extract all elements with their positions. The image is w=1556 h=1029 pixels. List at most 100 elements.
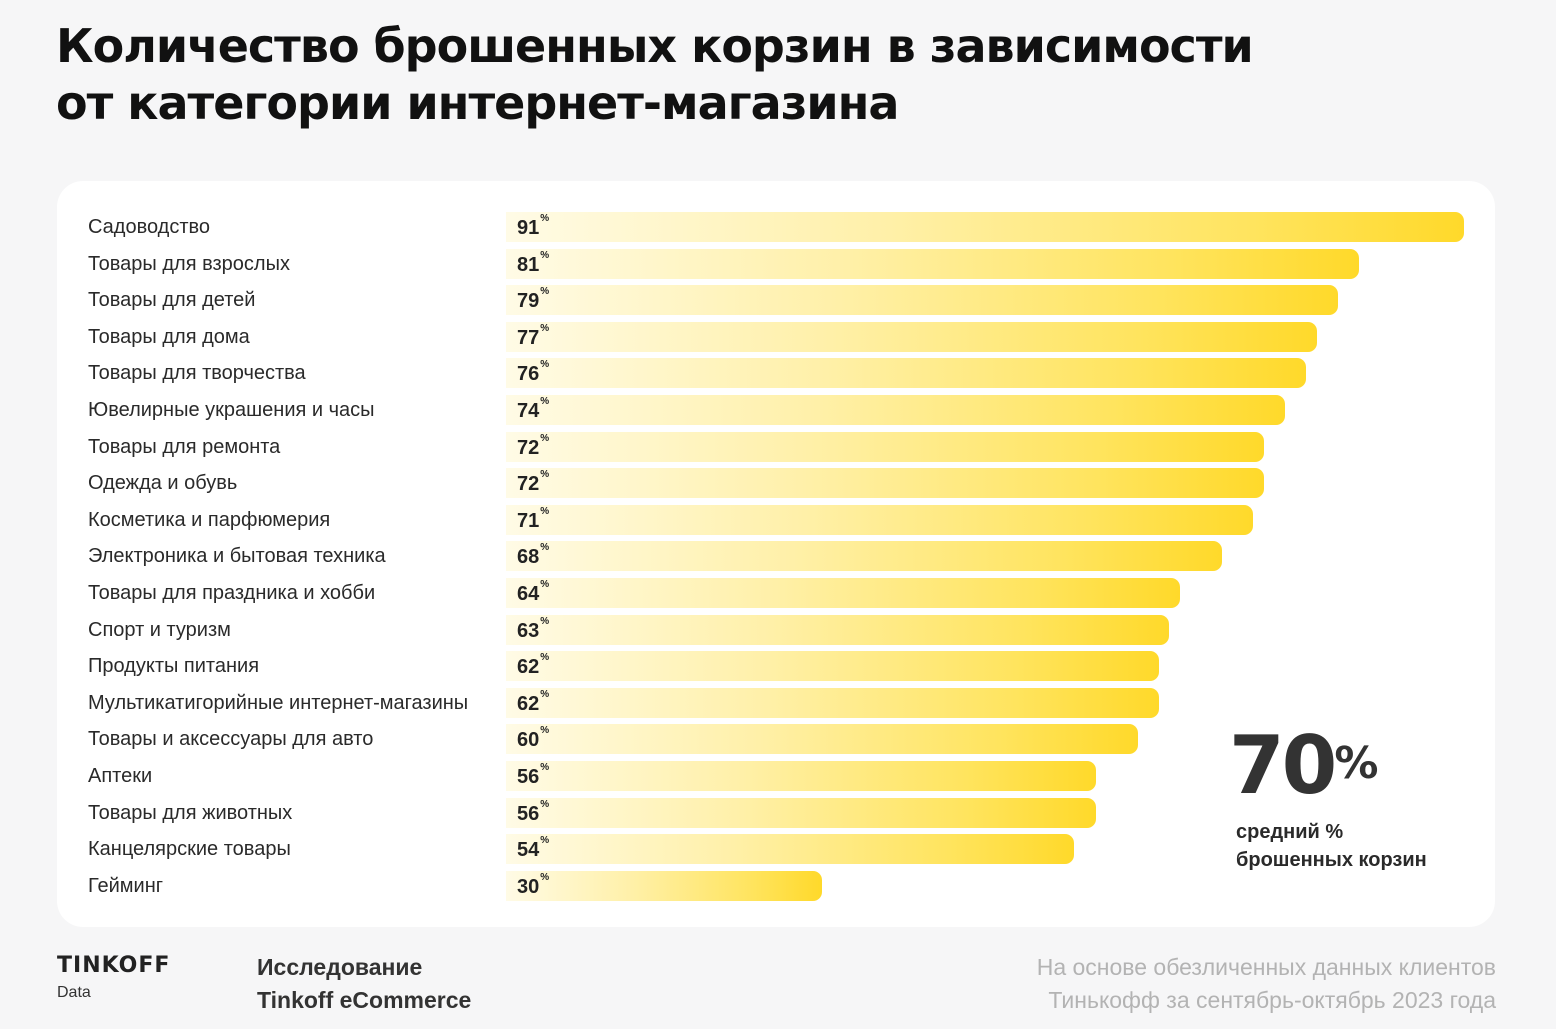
bar-row: Товары для детей 79%: [57, 285, 1495, 316]
bar-row: Товары и аксессуары для авто 60%: [57, 724, 1495, 755]
bar-row: Садоводство 91%: [57, 212, 1495, 242]
bar-value-suffix: %: [540, 725, 550, 737]
bar-row: Мультикатигорийные интернет-магазины 62%: [57, 687, 1495, 718]
bar: [506, 797, 1096, 828]
bar-value-label: 81%: [517, 249, 549, 279]
bar-value-number: 62: [517, 692, 540, 715]
bar-value-suffix: %: [540, 322, 550, 334]
bar: [506, 248, 1359, 279]
bar-value-suffix: %: [540, 359, 550, 371]
category-label: Товары для творчества: [88, 362, 306, 385]
average-unit: %: [1334, 738, 1379, 789]
bar-value-number: 71: [517, 509, 540, 532]
category-label: Гейминг: [88, 874, 164, 897]
logo-subtitle: Data: [57, 984, 91, 1001]
bar-value-number: 72: [517, 436, 540, 459]
source-line-2: Тинькофф за сентябрь-октябрь 2023 года: [1048, 987, 1496, 1013]
bar-value-label: 79%: [517, 285, 549, 315]
bar: [506, 724, 1138, 755]
bar-value-number: 68: [517, 546, 540, 569]
bar-value-label: 56%: [517, 798, 549, 828]
bar-row: Товары для взрослых 81%: [57, 248, 1495, 279]
category-label: Товары для ремонта: [88, 435, 281, 458]
bar: [506, 870, 822, 901]
average-caption: средний % брошенных корзин: [1236, 818, 1427, 874]
category-label: Товары для детей: [88, 289, 256, 312]
bar: [506, 285, 1338, 316]
bar-value-label: 72%: [517, 468, 549, 498]
bar-value-suffix: %: [540, 432, 550, 444]
category-label: Товары и аксессуары для авто: [88, 728, 374, 751]
bar: [506, 578, 1180, 608]
research-label: Исследование Tinkoff eCommerce: [257, 951, 471, 1017]
bar-value-number: 62: [517, 656, 540, 679]
bar-value-label: 62%: [517, 688, 549, 718]
bar-row: Товары для животных 56%: [57, 797, 1495, 828]
bar-value-number: 81: [517, 253, 540, 276]
bar-row: Одежда и обувь 72%: [57, 468, 1495, 499]
bar-row: Гейминг 30%: [57, 870, 1495, 901]
chart-title-line-1: Количество брошенных корзин в зависимост…: [56, 19, 1254, 73]
bar-value-suffix: %: [540, 469, 550, 481]
research-line-1: Исследование: [257, 954, 423, 980]
bar: [506, 614, 1169, 645]
bar-row: Ювелирные украшения и часы 74%: [57, 395, 1495, 425]
bar-value-number: 77: [517, 326, 540, 349]
bar-value-suffix: %: [540, 396, 550, 407]
average-number: 70: [1229, 719, 1337, 812]
bar: [506, 834, 1074, 865]
category-label: Товары для животных: [88, 801, 293, 824]
bar-row: Товары для творчества 76%: [57, 358, 1495, 389]
bar-row: Продукты питания 62%: [57, 651, 1495, 682]
category-label: Одежда и обувь: [88, 472, 238, 495]
bar-value-label: 30%: [517, 871, 549, 901]
category-label: Продукты питания: [88, 655, 260, 678]
category-label: Аптеки: [88, 765, 153, 787]
bar-value-suffix: %: [540, 688, 550, 700]
bar-value-label: 56%: [517, 761, 549, 791]
bar-value-label: 72%: [517, 432, 549, 462]
bar: [506, 431, 1264, 462]
bar-row: Товары для ремонта 72%: [57, 431, 1495, 462]
category-label: Садоводство: [88, 216, 211, 238]
category-label: Канцелярские товары: [88, 838, 291, 861]
bar-row: Электроника и бытовая техника 68%: [57, 541, 1495, 572]
source-note: На основе обезличенных данных клиентов Т…: [1037, 951, 1496, 1017]
bar-value-label: 63%: [517, 615, 549, 645]
bar-value-label: 60%: [517, 724, 549, 754]
bar: [506, 541, 1222, 572]
bar-value-suffix: %: [540, 249, 550, 261]
bar-value-number: 74: [517, 400, 540, 422]
bar-value-label: 64%: [517, 578, 549, 608]
category-label: Товары для взрослых: [88, 252, 290, 275]
bar-value-number: 54: [517, 839, 540, 862]
bar-value-label: 62%: [517, 651, 549, 681]
bar-value-suffix: %: [540, 505, 550, 517]
bar-value-label: 91%: [517, 212, 549, 242]
bar: [506, 651, 1159, 682]
bar-row: Товары для дома 77%: [57, 321, 1495, 352]
bar: [506, 358, 1306, 389]
bar-value-number: 79: [517, 290, 540, 313]
bar: [506, 504, 1253, 535]
chart-title-line-2: от категории интернет-магазина: [56, 76, 899, 130]
average-value: 70%: [1229, 726, 1378, 806]
bar-row: Канцелярские товары 54%: [57, 834, 1495, 865]
category-label: Товары для дома: [88, 325, 250, 348]
bar-row: Косметика и парфюмерия 71%: [57, 504, 1495, 535]
bar-value-suffix: %: [540, 213, 550, 224]
category-label: Электроника и бытовая техника: [88, 545, 386, 568]
bar: [506, 687, 1159, 718]
logo-name: TINKOFF: [57, 953, 171, 978]
bar-value-number: 60: [517, 729, 540, 752]
bar-value-number: 63: [517, 619, 540, 642]
bar-value-suffix: %: [540, 579, 550, 590]
chart-card: Садоводство 91% Товары для взрослых 81% Това…: [57, 181, 1495, 927]
bar-value-label: 68%: [517, 541, 549, 571]
bar-row: Спорт и туризм 63%: [57, 614, 1495, 645]
bar-value-suffix: %: [540, 835, 550, 847]
category-label: Спорт и туризм: [88, 618, 231, 641]
bar-value-label: 71%: [517, 505, 549, 535]
bar-value-number: 72: [517, 473, 540, 496]
average-caption-line-1: средний %: [1236, 821, 1344, 843]
